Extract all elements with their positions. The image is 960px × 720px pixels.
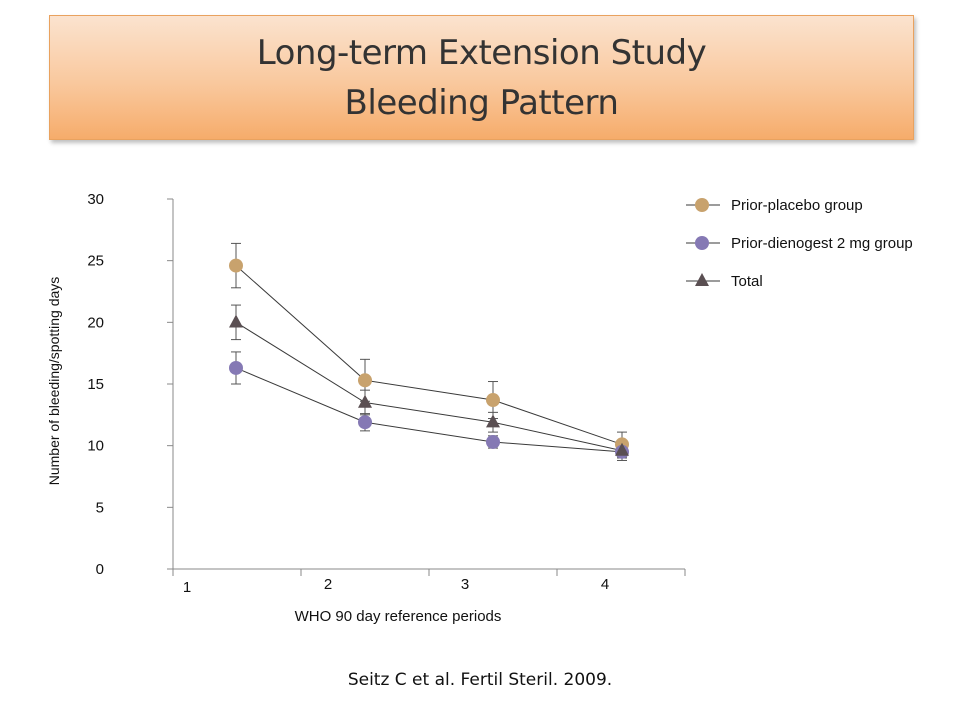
data-point-circle: [486, 434, 500, 449]
y-tick-label: 0: [96, 561, 104, 578]
y-tick-label: 25: [87, 253, 104, 270]
series-line: [235, 367, 623, 453]
x-tick-label: 2: [324, 576, 332, 593]
title-banner: Long-term Extension Study Bleeding Patte…: [49, 15, 914, 140]
legend-marker-circle: [695, 236, 709, 250]
legend-marker-circle: [695, 198, 709, 212]
series-line: [235, 321, 623, 452]
data-point-circle: [358, 373, 372, 388]
data-point-circle: [486, 393, 500, 408]
y-tick-label: 5: [96, 499, 104, 516]
x-tick-label: 3: [461, 576, 469, 593]
data-point-triangle: [358, 394, 372, 408]
x-tick-label: 4: [601, 576, 609, 593]
data-point-circle: [358, 415, 372, 430]
y-tick-label: 10: [87, 438, 104, 455]
data-point-triangle: [615, 442, 629, 456]
legend-marker-triangle: [695, 273, 709, 286]
x-axis-label: WHO 90 day reference periods: [295, 608, 502, 625]
citation: Seitz C et al. Fertil Steril. 2009.: [347, 670, 613, 690]
data-point-triangle: [229, 314, 243, 328]
data-point-circle: [229, 258, 243, 273]
legend-label: Total: [731, 273, 763, 290]
slide-title-line-2: Bleeding Pattern: [344, 82, 619, 123]
y-tick-label: 20: [87, 314, 104, 331]
data-point-circle: [229, 360, 243, 375]
series-line: [235, 265, 623, 445]
y-tick-label: 15: [87, 376, 104, 393]
y-axis-label: Number of bleeding/spotting days: [46, 277, 62, 486]
x-tick-label: 1: [183, 579, 191, 596]
slide-title-line-1: Long-term Extension Study: [256, 32, 707, 73]
legend-label: Prior-placebo group: [731, 197, 863, 214]
y-tick-label: 30: [87, 191, 104, 208]
legend-label: Prior-dienogest 2 mg group: [731, 235, 913, 252]
data-point-triangle: [486, 414, 500, 428]
